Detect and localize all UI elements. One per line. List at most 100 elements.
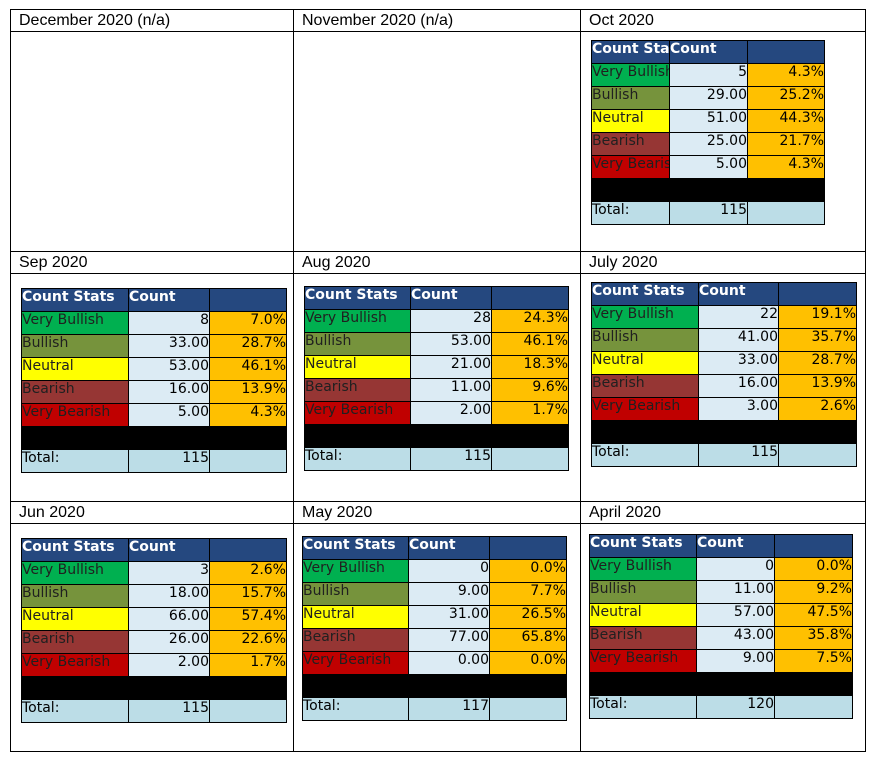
total-label: Total:: [591, 201, 670, 225]
count-stats-header: Count Stats: [21, 538, 129, 562]
total-blank: [778, 443, 857, 467]
total-row: Total: 115: [21, 449, 287, 473]
sentiment-label: Bullish: [21, 334, 129, 358]
total-value: 115: [410, 447, 492, 471]
stats-row-bullish: Bullish 41.00 35.7%: [591, 328, 857, 352]
sentiment-label: Neutral: [589, 603, 697, 627]
total-value: 115: [128, 449, 210, 473]
stats-row-very-bullish: Very Bullish 0 0.0%: [589, 557, 853, 581]
count-header: Count: [410, 286, 492, 310]
percent-value: 26.5%: [489, 605, 567, 629]
count-value: 29.00: [669, 86, 748, 110]
count-stats-table: Count Stats Count Very Bullish 8 7.0% Bullish…: [21, 288, 287, 473]
stats-row-bearish: Bearish 16.00 13.9%: [591, 374, 857, 398]
count-value: 5.00: [669, 155, 748, 179]
stats-row-neutral: Neutral 33.00 28.7%: [591, 351, 857, 375]
black-separator-row: [21, 426, 287, 450]
separator-cell: [589, 672, 697, 696]
stats-row-bearish: Bearish 16.00 13.9%: [21, 380, 287, 404]
stats-row-very-bearish: Very Bearish 9.00 7.5%: [589, 649, 853, 673]
black-separator-row: [304, 424, 569, 448]
percent-header: [774, 534, 853, 558]
count-value: 2.00: [410, 401, 492, 425]
total-label: Total:: [304, 447, 411, 471]
percent-value: 2.6%: [778, 397, 857, 421]
stats-row-neutral: Neutral 57.00 47.5%: [589, 603, 853, 627]
sentiment-label: Bearish: [589, 626, 697, 650]
count-value: 21.00: [410, 355, 492, 379]
stats-row-neutral: Neutral 51.00 44.3%: [591, 109, 825, 133]
separator-cell: [669, 178, 748, 202]
panel-title-may: May 2020: [293, 501, 581, 524]
total-value: 120: [696, 695, 775, 719]
count-value: 31.00: [408, 605, 490, 629]
sentiment-label: Very Bullish: [591, 305, 699, 329]
percent-header: [209, 288, 287, 312]
stats-row-neutral: Neutral 31.00 26.5%: [302, 605, 567, 629]
stats-row-very-bullish: Very Bullish 0 0.0%: [302, 559, 567, 583]
percent-value: 4.3%: [747, 63, 825, 87]
sentiment-label: Bearish: [21, 380, 129, 404]
percent-value: 15.7%: [209, 584, 287, 608]
count-stats-header: Count Stats: [589, 534, 697, 558]
count-header: Count: [408, 536, 490, 560]
stats-row-very-bearish: Very Bearish 0.00 0.0%: [302, 651, 567, 675]
stats-row-neutral: Neutral 53.00 46.1%: [21, 357, 287, 381]
count-value: 57.00: [696, 603, 775, 627]
panel-december: [10, 31, 294, 252]
percent-value: 9.2%: [774, 580, 853, 604]
sentiment-label: Neutral: [591, 109, 670, 133]
separator-cell: [774, 672, 853, 696]
count-header: Count: [696, 534, 775, 558]
percent-value: 47.5%: [774, 603, 853, 627]
count-value: 26.00: [128, 630, 210, 654]
sentiment-label: Bullish: [21, 584, 129, 608]
total-blank: [491, 447, 569, 471]
separator-cell: [21, 676, 129, 700]
count-stats-table: Count Stats Count Very Bullish 28 24.3% Bulli…: [304, 286, 569, 471]
sentiment-label: Neutral: [21, 357, 129, 381]
count-value: 43.00: [696, 626, 775, 650]
total-value: 115: [669, 201, 748, 225]
sentiment-label: Bullish: [304, 332, 411, 356]
count-value: 77.00: [408, 628, 490, 652]
count-stats-header: Count Stats: [302, 536, 409, 560]
black-separator-row: [21, 676, 287, 700]
total-row: Total: 115: [304, 447, 569, 471]
separator-cell: [209, 426, 287, 450]
sentiment-label: Bearish: [302, 628, 409, 652]
sentiment-label: Bullish: [591, 86, 670, 110]
percent-value: 28.7%: [209, 334, 287, 358]
percent-value: 13.9%: [778, 374, 857, 398]
count-stats-table: Count Stats Count Very Bullish 0 0.0% Bullish…: [302, 536, 567, 721]
percent-value: 25.2%: [747, 86, 825, 110]
stats-row-very-bullish: Very Bullish 8 7.0%: [21, 311, 287, 335]
percent-value: 46.1%: [491, 332, 569, 356]
percent-value: 1.7%: [209, 653, 287, 677]
count-stats-table: Count Stats Count Very Bullish 0 0.0% Bullish…: [589, 534, 853, 719]
count-value: 3: [128, 561, 210, 585]
percent-value: 0.0%: [489, 651, 567, 675]
count-value: 53.00: [128, 357, 210, 381]
sentiment-label: Bearish: [591, 132, 670, 156]
percent-value: 4.3%: [209, 403, 287, 427]
sentiment-label: Very Bullish: [591, 63, 670, 87]
count-stats-header: Count Stats: [304, 286, 411, 310]
sentiment-label: Very Bearish: [591, 155, 670, 179]
total-row: Total: 115: [591, 443, 857, 467]
stats-row-neutral: Neutral 66.00 57.4%: [21, 607, 287, 631]
count-value: 33.00: [128, 334, 210, 358]
percent-value: 0.0%: [774, 557, 853, 581]
sentiment-grid: December 2020 (n/a) November 2020 (n/a) …: [10, 9, 866, 761]
percent-value: 28.7%: [778, 351, 857, 375]
stats-row-very-bearish: Very Bearish 3.00 2.6%: [591, 397, 857, 421]
total-label: Total:: [302, 697, 409, 721]
total-blank: [774, 695, 853, 719]
percent-value: 44.3%: [747, 109, 825, 133]
sentiment-label: Bearish: [304, 378, 411, 402]
